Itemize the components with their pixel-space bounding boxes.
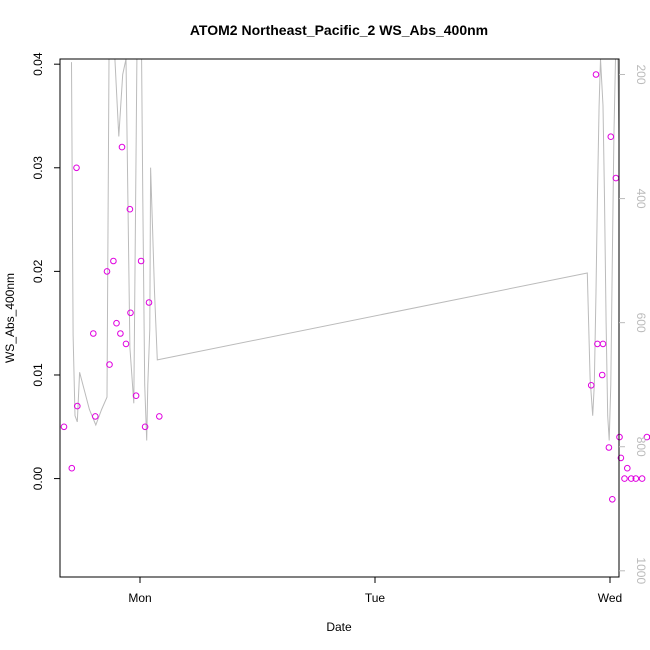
chart-title: ATOM2 Northeast_Pacific_2 WS_Abs_400nm: [190, 22, 488, 38]
data-point-25: [605, 444, 613, 451]
data-point-19: [156, 413, 163, 420]
data-point-12: [122, 340, 130, 348]
data-point-5: [92, 413, 99, 420]
data-point-14: [127, 309, 134, 317]
data-point-6: [103, 268, 111, 275]
data-point-0: [60, 423, 68, 431]
y-tick-label-0: 0.00: [31, 467, 45, 491]
data-point-4: [90, 330, 97, 337]
x-axis-label: Date: [326, 620, 352, 634]
x-tick-label-2: Wed: [598, 591, 622, 605]
data-point-17: [141, 423, 149, 431]
data-point-21: [592, 71, 600, 78]
data-point-2: [73, 164, 80, 172]
right-tick-label-0: 200: [634, 64, 648, 84]
data-point-34: [632, 475, 640, 482]
right-tick-label-3: 800: [634, 437, 648, 457]
data-point-23: [598, 371, 606, 379]
data-point-26: [607, 133, 615, 140]
data-point-15: [132, 392, 140, 400]
data-point-13: [126, 205, 134, 213]
data-point-20: [587, 382, 595, 389]
data-point-32: [624, 464, 631, 472]
data-point-35: [638, 475, 646, 482]
y-axis-label: WS_Abs_400nm: [3, 273, 17, 363]
y-tick-label-3: 0.03: [31, 156, 45, 180]
axes-layer: 0.00 0.01 0.02 0.03 0.04 Mon Tue Wed 200 400 600 80…: [31, 52, 648, 605]
data-point-3: [74, 402, 81, 410]
data-point-33: [627, 475, 635, 482]
data-point-16: [137, 257, 145, 265]
right-tick-label-4: 1000: [634, 557, 648, 584]
right-tick-label-2: 600: [634, 313, 648, 333]
data-point-1: [68, 464, 76, 472]
y-tick-label-1: 0.01: [31, 363, 45, 387]
data-point-11: [118, 143, 126, 151]
series-line-layer: [71, 59, 619, 441]
y-tick-label-2: 0.02: [31, 259, 45, 283]
right-tick-label-1: 400: [634, 189, 648, 209]
series-1-line: [71, 59, 619, 441]
data-point-27: [609, 496, 616, 503]
data-point-24: [599, 340, 607, 348]
data-point-18: [145, 299, 153, 306]
data-point-28: [612, 174, 620, 182]
data-point-9: [113, 319, 120, 327]
x-tick-label-1: Tue: [365, 591, 386, 605]
data-point-7: [106, 361, 113, 368]
data-point-10: [117, 330, 124, 337]
data-point-31: [621, 475, 628, 482]
x-tick-label-0: Mon: [128, 591, 151, 605]
data-point-8: [110, 257, 117, 265]
data-point-30: [617, 454, 625, 462]
y-tick-label-4: 0.04: [31, 52, 45, 76]
plot-frame: [59, 58, 620, 578]
